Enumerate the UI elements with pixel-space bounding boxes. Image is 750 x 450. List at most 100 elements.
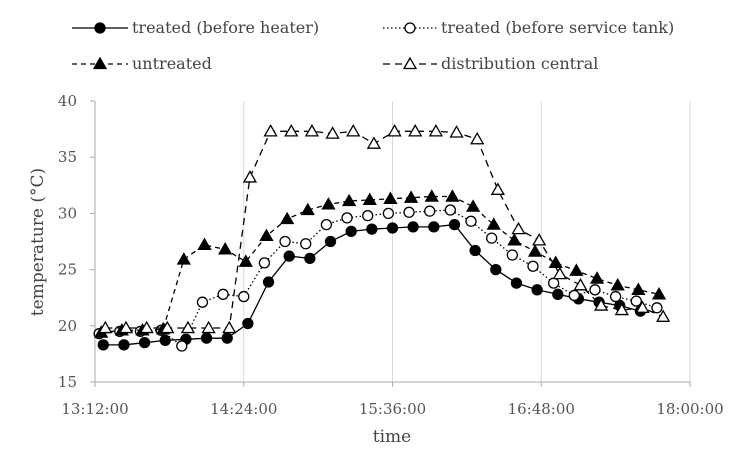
y-axis-title: temperature (°C)	[28, 168, 48, 316]
data-point	[486, 232, 498, 244]
data-point	[428, 124, 444, 137]
data-point	[403, 190, 419, 203]
data-point	[346, 124, 361, 137]
data-point	[382, 207, 395, 220]
y-tick-label: 30	[58, 204, 77, 222]
data-point	[176, 252, 191, 265]
data-point	[259, 228, 274, 242]
x-tick-label: 14:24:00	[210, 400, 277, 418]
data-point	[262, 276, 275, 288]
legend-marker	[92, 56, 108, 70]
data-point	[283, 250, 295, 262]
data-point	[568, 289, 580, 302]
data-point	[428, 221, 440, 233]
legend-item: untreated	[72, 54, 212, 73]
y-tick-label: 20	[58, 317, 77, 335]
data-point	[139, 320, 154, 334]
data-point	[284, 124, 299, 137]
data-point	[614, 302, 629, 316]
data-point	[176, 340, 188, 352]
data-point	[320, 218, 333, 231]
legend-marker	[402, 56, 418, 70]
series-line	[105, 130, 664, 329]
x-tick-label: 15:36:00	[359, 400, 426, 418]
legend-label: treated (before heater)	[132, 18, 319, 37]
data-point	[424, 189, 439, 202]
data-point	[651, 287, 667, 300]
data-point	[222, 320, 237, 334]
x-tick-label: 18:00:00	[656, 400, 723, 418]
data-point	[424, 205, 436, 217]
data-point	[387, 124, 402, 137]
data-point	[470, 131, 485, 145]
data-point	[506, 249, 518, 261]
series-4	[98, 124, 671, 334]
y-tick-label: 40	[58, 92, 77, 110]
data-point	[408, 124, 423, 137]
data-point	[258, 257, 271, 269]
data-point	[201, 320, 216, 334]
x-tick-label: 16:48:00	[508, 400, 575, 418]
data-point	[221, 332, 233, 344]
data-point	[197, 237, 212, 251]
data-point	[159, 334, 171, 347]
data-point	[321, 197, 336, 210]
series-1	[97, 218, 647, 351]
data-point	[279, 235, 291, 248]
data-point	[341, 212, 353, 224]
series-line	[101, 195, 660, 334]
data-point	[490, 182, 505, 195]
data-point	[449, 125, 464, 138]
legend-label: distribution central	[441, 54, 598, 73]
data-point	[98, 320, 113, 334]
data-point	[511, 221, 526, 235]
data-point	[532, 233, 547, 246]
data-point	[304, 124, 320, 137]
legend-item: distribution central	[383, 54, 598, 73]
y-tick-label: 25	[58, 261, 77, 279]
data-point	[200, 332, 213, 344]
data-point	[631, 282, 646, 295]
series-line	[99, 209, 658, 348]
data-point	[510, 277, 523, 289]
data-point	[548, 255, 563, 269]
data-point	[341, 193, 357, 207]
data-point	[547, 277, 560, 289]
data-point	[366, 223, 378, 235]
legend-item: treated (before service tank)	[383, 18, 674, 37]
data-point	[527, 244, 543, 257]
x-tick-label: 13:12:00	[61, 400, 128, 418]
data-point	[630, 295, 642, 307]
data-point	[238, 290, 250, 303]
series-line	[103, 223, 641, 346]
data-point	[383, 191, 398, 204]
data-point	[656, 309, 671, 322]
data-point	[300, 238, 312, 250]
data-point	[118, 339, 130, 351]
y-tick-label: 15	[58, 373, 77, 391]
legend-marker	[404, 22, 416, 34]
data-point	[196, 296, 209, 308]
axes: 15 20 25 30 35 40 13:12:00 14:24:00 15:36:00 16:4…	[58, 92, 724, 418]
legend-label: treated (before service tank)	[441, 18, 674, 37]
legend-label: untreated	[132, 54, 212, 73]
data-point	[531, 284, 543, 296]
data-point	[444, 204, 456, 216]
data-point	[465, 199, 481, 212]
data-point	[263, 124, 278, 137]
data-point	[573, 278, 588, 291]
legend-item: treated (before heater)	[72, 18, 319, 37]
data-point	[609, 290, 622, 303]
series-3	[94, 189, 667, 338]
data-point	[217, 288, 229, 300]
data-point	[490, 263, 502, 276]
data-point	[97, 339, 109, 351]
data-point	[366, 136, 382, 149]
data-point	[218, 242, 233, 255]
data-point	[403, 206, 415, 218]
data-point	[552, 288, 564, 300]
data-point	[386, 222, 399, 234]
legend-marker	[94, 22, 106, 34]
series-2	[93, 204, 663, 352]
